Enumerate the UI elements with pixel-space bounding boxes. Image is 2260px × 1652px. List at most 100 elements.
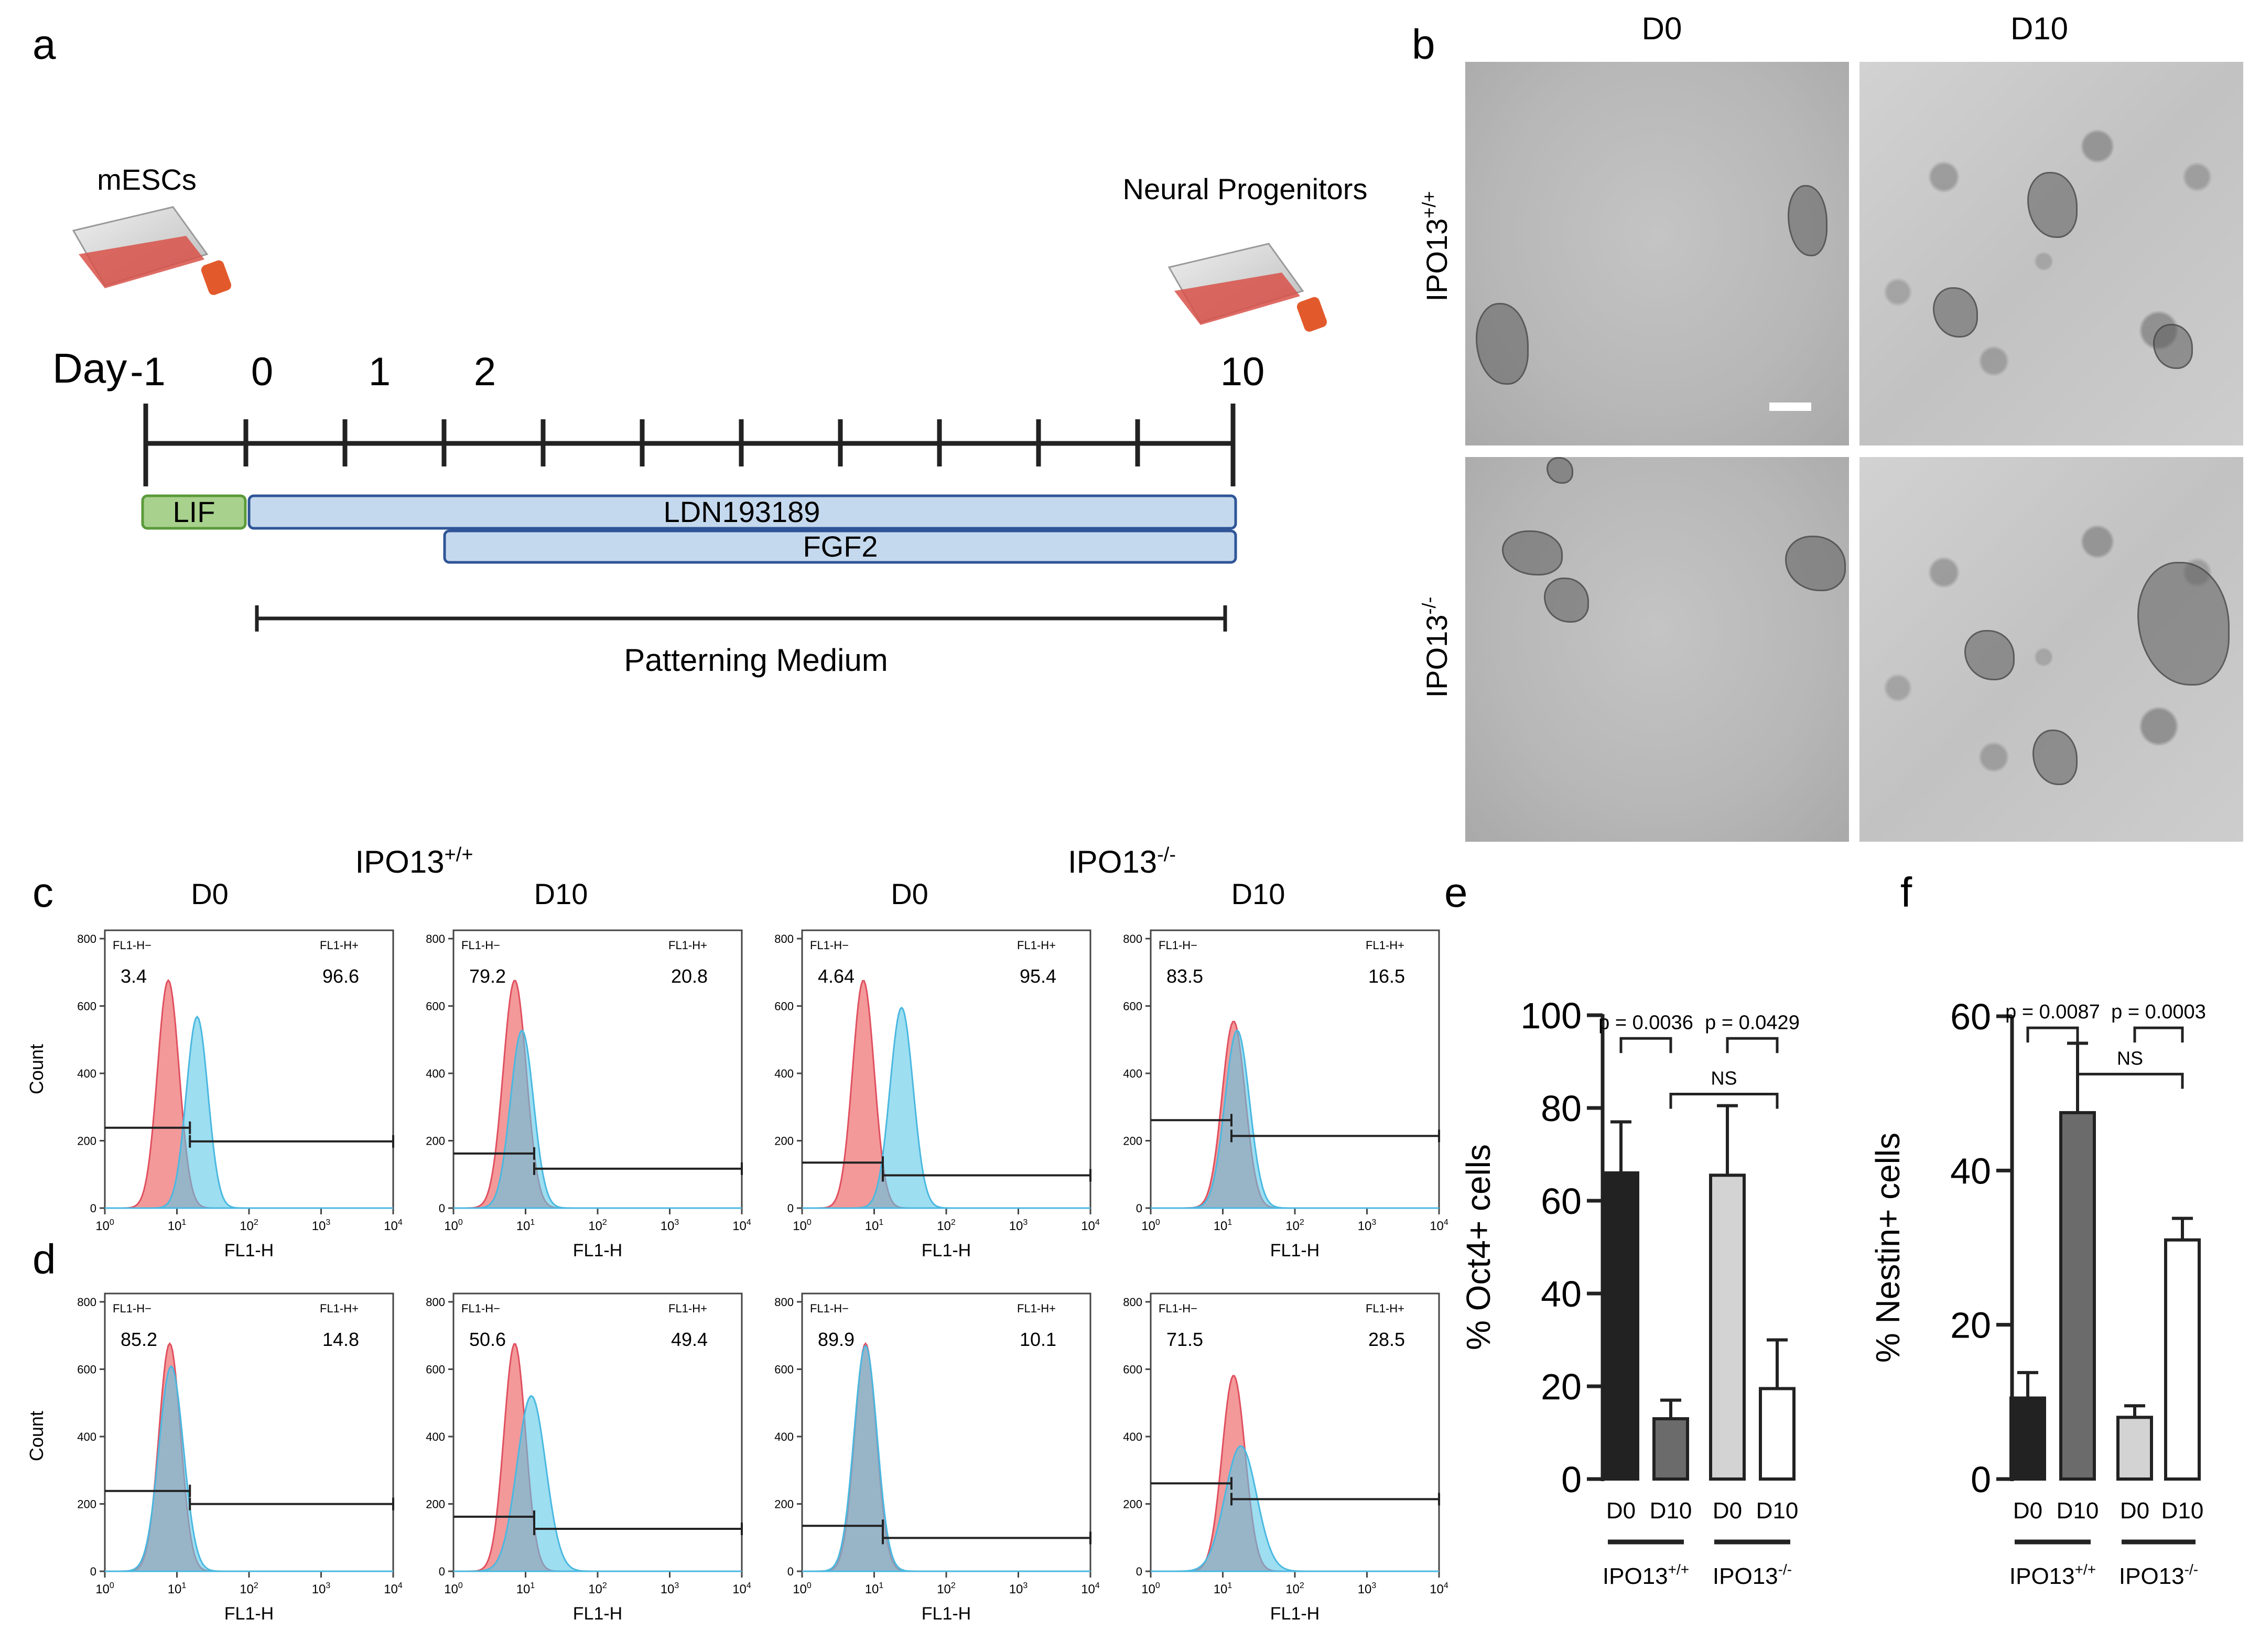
x-tick-label: 100	[95, 1218, 114, 1233]
panel-label-c: c	[33, 869, 53, 916]
x-tick-label: 104	[384, 1218, 403, 1233]
x-tick-label: 101	[865, 1218, 884, 1233]
panel-label-f: f	[1900, 869, 1912, 916]
y-tick-label: 0	[787, 1202, 794, 1215]
y-tick-label: 60	[1950, 996, 1991, 1037]
x-tick-label: 104	[732, 1218, 751, 1233]
gate-positive-name: FL1-H+	[1017, 1302, 1056, 1315]
x-tick-label: 104	[1081, 1581, 1100, 1596]
gate-negative-value: 85.2	[121, 1329, 157, 1350]
y-tick-label: 600	[774, 999, 794, 1013]
micro-col-label-d0: D0	[1642, 11, 1682, 46]
significance-label: p = 0.0429	[1705, 1012, 1800, 1034]
day-label: Day	[52, 345, 127, 392]
x-tick-label: 101	[865, 1581, 884, 1596]
micrograph-ko-d0	[1465, 457, 1849, 842]
flow-histogram: 0 200 400 600 800 100 101 102 103 104 FL1-H FL1-H− F…	[1123, 929, 1448, 1260]
x-axis-label: FL1-H	[922, 1604, 971, 1624]
control-histogram	[1151, 1375, 1439, 1572]
bar	[2009, 1396, 2046, 1481]
category-label: D10	[1756, 1498, 1799, 1524]
significance-label: p = 0.0087	[2005, 1001, 2100, 1023]
gate-positive-name: FL1-H+	[668, 939, 707, 952]
y-axis-label: % Nestin+ cells	[1869, 1133, 1907, 1363]
flask-label-right: Neural Progenitors	[1123, 172, 1368, 205]
cell	[2153, 324, 2193, 369]
x-tick-label: 103	[1009, 1218, 1028, 1233]
sample-histogram	[1151, 1029, 1439, 1209]
y-tick-label: 600	[426, 999, 445, 1013]
day-tick-2: 2	[474, 350, 496, 394]
y-tick-label: 40	[1950, 1150, 1991, 1191]
flow-col-title-3: D0	[891, 877, 928, 910]
gate-positive-name: FL1-H+	[1017, 939, 1056, 952]
gate-negative-name: FL1-H−	[1159, 939, 1197, 952]
x-tick-label: 100	[793, 1581, 812, 1596]
cell	[2032, 730, 2078, 785]
significance-label: p = 0.0036	[1598, 1012, 1693, 1034]
x-tick-label: 100	[1141, 1218, 1160, 1233]
y-tick-label: 400	[774, 1067, 794, 1080]
day-tick-m1: -1	[130, 350, 166, 394]
x-tick-label: 101	[516, 1218, 535, 1233]
bar-charts: 0 20 40 60 80 100 % Oct4+ cells D0 D10 D0 D10 IPO13…	[1459, 995, 2206, 1589]
category-label: D10	[2057, 1498, 2099, 1524]
flow-histogram: 0 200 400 600 800 100 101 102 103 104 FL1-H FL1-H− F…	[774, 929, 1100, 1260]
fgf2-bar-label: FGF2	[803, 530, 878, 563]
micrograph-wt-d10	[1859, 62, 2243, 445]
bar	[1709, 1173, 1746, 1481]
y-tick-label: 400	[77, 1067, 96, 1080]
significance-bracket	[2133, 1026, 2184, 1043]
cell	[1547, 457, 1573, 484]
y-tick-label: 800	[77, 1296, 96, 1309]
patterning-label: Patterning Medium	[624, 643, 888, 678]
y-tick-label: 0	[1971, 1459, 1991, 1500]
gate-positive-value: 96.6	[322, 965, 359, 987]
x-tick-label: 102	[1285, 1581, 1304, 1596]
gate-negative-name: FL1-H−	[810, 939, 849, 952]
flow-histogram: 0 200 400 600 800 100 101 102 103 104 FL1-H FL1-H− F…	[774, 1292, 1100, 1624]
x-tick-label: 103	[312, 1581, 331, 1596]
significance-bracket	[2076, 1072, 2184, 1089]
flow-histogram: 0 200 400 600 800 100 101 102 103 104 FL1-H FL1-H− F…	[1123, 1292, 1448, 1624]
category-label: D0	[2013, 1498, 2042, 1524]
gate-positive-value: 10.1	[1020, 1329, 1056, 1350]
panel-label-d: d	[33, 1236, 56, 1283]
control-histogram	[1151, 1020, 1439, 1209]
y-tick-label: 400	[1123, 1067, 1142, 1080]
y-tick-label: 200	[77, 1134, 96, 1147]
significance-label: NS	[1711, 1067, 1737, 1089]
cell	[1933, 287, 1978, 338]
x-tick-label: 103	[1358, 1581, 1377, 1596]
control-histogram	[453, 1343, 742, 1572]
day-tick-1: 1	[369, 350, 391, 394]
cell	[1785, 536, 1846, 591]
x-tick-label: 104	[732, 1581, 751, 1596]
micro-row-label-ko: IPO13-/-	[1418, 597, 1453, 698]
x-tick-label: 100	[444, 1581, 463, 1596]
micro-col-label-d10: D10	[2010, 11, 2068, 46]
significance-label: NS	[2117, 1047, 2143, 1069]
bar	[2116, 1416, 2153, 1481]
group-label: IPO13-/-	[2119, 1561, 2198, 1589]
y-tick-label: 800	[77, 932, 96, 945]
y-tick-label: 400	[426, 1067, 445, 1080]
y-tick-label: 80	[1541, 1088, 1582, 1129]
significance-bracket	[1619, 1037, 1672, 1053]
ldn-bar-label: LDN193189	[664, 495, 820, 528]
day-tick-0: 0	[251, 350, 273, 394]
x-tick-label: 100	[444, 1218, 463, 1233]
x-tick-label: 101	[1214, 1581, 1232, 1596]
x-tick-label: 102	[1285, 1218, 1304, 1233]
day-tick-10: 10	[1220, 350, 1265, 394]
gate-positive-value: 95.4	[1020, 965, 1056, 987]
flask-icon-right	[1167, 243, 1327, 332]
y-tick-label: 600	[1123, 999, 1142, 1013]
x-axis-label: FL1-H	[224, 1604, 274, 1624]
fgf2-bar	[443, 529, 1237, 564]
cell	[1544, 578, 1589, 623]
gate-negative-name: FL1-H−	[461, 939, 500, 952]
sample-histogram	[105, 1365, 393, 1572]
flask-icon-left	[72, 206, 232, 295]
y-tick-label: 600	[77, 999, 96, 1013]
